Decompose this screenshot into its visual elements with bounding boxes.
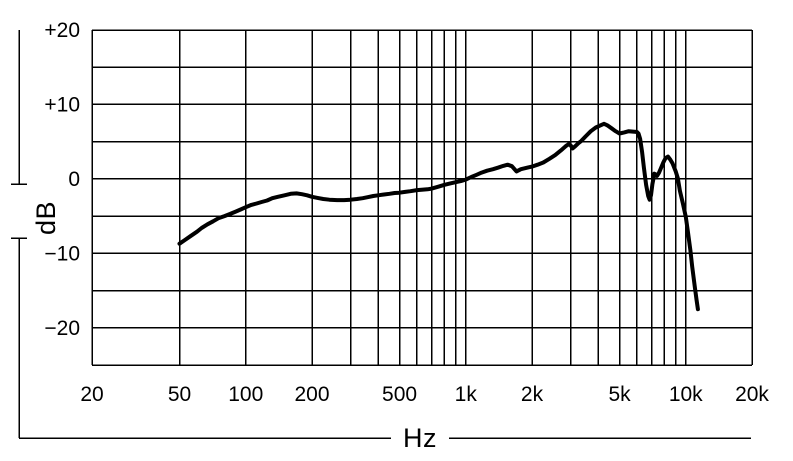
response-curve [177, 121, 700, 312]
y-tick-label: +10 [44, 93, 80, 116]
x-tick-label: 100 [228, 383, 263, 406]
y-tick-label: −10 [44, 242, 80, 265]
y-axis-title: dB [30, 200, 61, 236]
x-tick-label: 200 [294, 383, 329, 406]
y-tick-label: +20 [44, 19, 80, 42]
x-tick-label: 500 [382, 383, 417, 406]
x-tick-label: 10k [669, 383, 703, 406]
x-tick-label: 50 [168, 383, 191, 406]
x-tick-label: 20k [735, 383, 769, 406]
axis-bracket [11, 30, 751, 439]
x-tick-label: 2k [521, 383, 544, 406]
x-tick-label: 1k [455, 383, 478, 406]
y-tick-label: −20 [44, 317, 80, 340]
grid [91, 29, 753, 366]
y-tick-label: 0 [68, 168, 80, 191]
tick-labels: +20 +10 0 −10 −20 20 50 100 200 500 1k 2k 5k 10k 20k [44, 19, 769, 406]
x-axis-title: Hz [391, 423, 449, 453]
x-tick-label: 5k [608, 383, 631, 406]
x-tick-label: 20 [80, 383, 103, 406]
